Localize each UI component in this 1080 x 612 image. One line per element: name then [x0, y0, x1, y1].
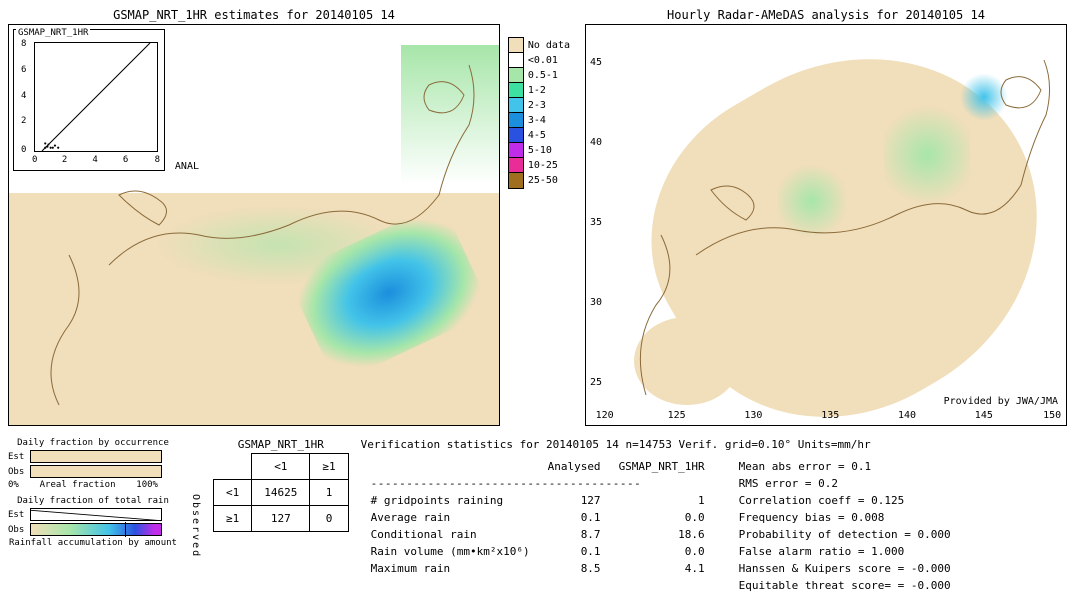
stat-label: Hanssen & Kuipers score = -0.000: [735, 561, 955, 576]
gsmap-map-frame: GSMAP_NRT_1HR 8 6 4 2 0 0: [8, 24, 500, 426]
radar-map-panel: Hourly Radar-AMeDAS analysis for 2014010…: [585, 8, 1067, 426]
radar-map-frame: 45 40 35 30 25 120 125 130 135 140 145 1…: [585, 24, 1067, 426]
observed-axis-label: Observed: [190, 438, 201, 595]
stat-label: False alarm ratio = 1.000: [735, 544, 955, 559]
anal-label: ANAL: [175, 161, 199, 172]
color-legend: No data<0.010.5-11-22-33-44-55-1010-2525…: [508, 38, 570, 188]
tot-title: Daily fraction of total rain: [8, 496, 178, 506]
verif-metric: Rain volume (mm•km²x10⁶): [363, 544, 538, 559]
rb-caption: Rainfall accumulation by amount: [8, 538, 178, 548]
coastline-svg-right: [586, 25, 1066, 425]
gsmap-map-title: GSMAP_NRT_1HR estimates for 20140105 14: [8, 8, 500, 22]
stat-label: Probability of detection = 0.000: [735, 527, 955, 542]
stat-label: Frequency bias = 0.008: [735, 510, 955, 525]
gsmap-map-panel: GSMAP_NRT_1HR estimates for 20140105 14 …: [8, 8, 500, 426]
verif-right-stats: Mean abs error = 0.1 RMS error = 0.2 Corre…: [733, 457, 957, 595]
stat-label: Mean abs error = 0.1: [735, 459, 955, 474]
verif-title: Verification statistics for 20140105 14 …: [361, 438, 1072, 451]
verif-metric: Maximum rain: [363, 561, 538, 576]
verif-metric: # gridpoints raining: [363, 493, 538, 508]
stat-label: RMS error = 0.2: [735, 476, 955, 491]
verification-block: Verification statistics for 20140105 14 …: [361, 438, 1072, 595]
verif-metric: Conditional rain: [363, 527, 538, 542]
occ-title: Daily fraction by occurrence: [8, 438, 178, 448]
contingency-table: GSMAP_NRT_1HR <1≥1 <1146251 ≥11270: [213, 438, 349, 595]
fraction-bars: Daily fraction by occurrence Est Obs 0%A…: [8, 438, 178, 595]
verif-left-table: AnalysedGSMAP_NRT_1HR ------------------…: [361, 457, 715, 595]
inset-title: GSMAP_NRT_1HR: [16, 28, 90, 38]
scatter-inset: GSMAP_NRT_1HR 8 6 4 2 0 0: [13, 29, 165, 171]
data-credit: Provided by JWA/JMA: [944, 396, 1058, 407]
stat-label: Correlation coeff = 0.125: [735, 493, 955, 508]
radar-map-title: Hourly Radar-AMeDAS analysis for 2014010…: [585, 8, 1067, 22]
stat-label: Equitable threat score= = -0.000: [735, 578, 955, 593]
verif-metric: Average rain: [363, 510, 538, 525]
